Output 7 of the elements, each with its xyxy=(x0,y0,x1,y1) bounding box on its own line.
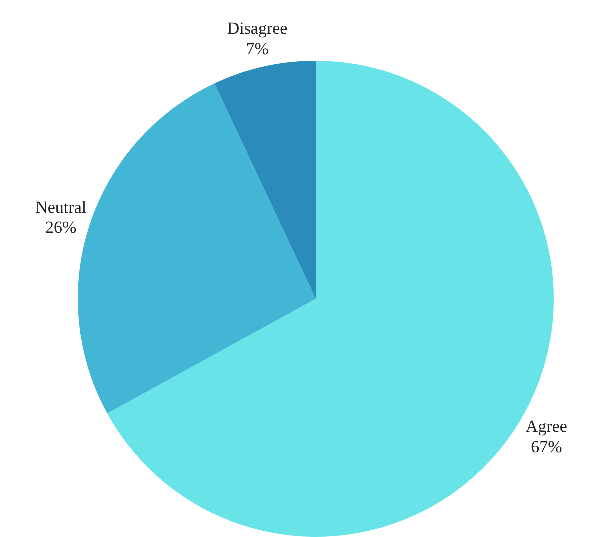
data-label: 67% xyxy=(531,437,562,456)
data-label: 7% xyxy=(246,39,269,58)
data-label: 26% xyxy=(46,218,77,238)
slice-label: Neutral xyxy=(36,198,87,217)
pie-slice xyxy=(214,61,316,299)
slice-label: Agree xyxy=(526,417,568,436)
slice-label: Disagree xyxy=(227,19,288,38)
